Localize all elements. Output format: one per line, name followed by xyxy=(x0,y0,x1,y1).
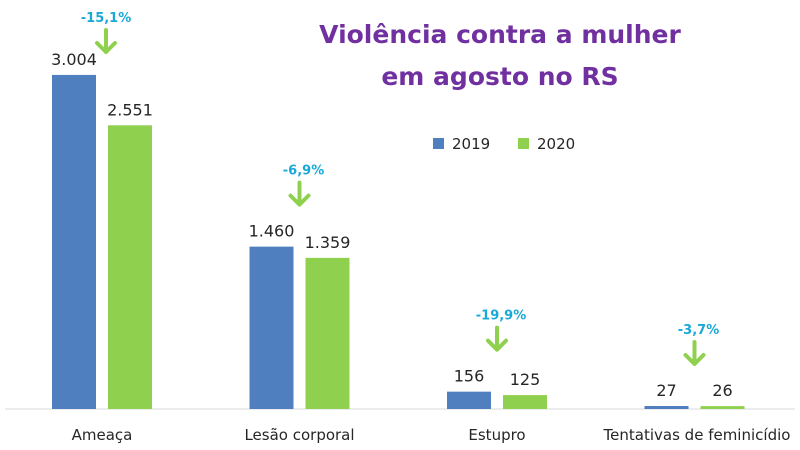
chart-title-line-2: em agosto no RS xyxy=(381,62,618,91)
value-label-2019-3: 156 xyxy=(454,367,485,386)
bar-2019-2 xyxy=(249,246,294,409)
down-arrow-icon xyxy=(288,180,311,207)
bar-2019-3 xyxy=(447,391,491,409)
change-label-2: -6,9% xyxy=(283,164,324,179)
down-arrow-icon xyxy=(683,339,706,366)
legend: 2019 2020 xyxy=(433,135,575,153)
value-label-2019-4: 27 xyxy=(656,381,676,400)
legend-swatch-2019 xyxy=(433,138,444,149)
change-label-4: -3,7% xyxy=(678,323,719,338)
bar-2020-1 xyxy=(108,125,152,409)
bar-2019-4 xyxy=(644,405,689,409)
change-label-3: -19,9% xyxy=(476,309,527,324)
change-label-1: -15,1% xyxy=(81,11,132,26)
chart-title-line-1: Violência contra a mulher xyxy=(319,20,681,49)
category-label-2: Lesão corporal xyxy=(244,426,354,444)
value-labels: 3.004 2.551 1.460 1.359 156 125 27 26 xyxy=(51,50,733,400)
category-label-4: Tentativas de feminicídio xyxy=(603,426,791,444)
bars xyxy=(52,74,745,409)
bar-2020-2 xyxy=(305,257,350,409)
bar-2020-4 xyxy=(700,406,745,409)
value-label-2019-2: 1.460 xyxy=(249,222,295,241)
down-arrow-icon xyxy=(486,325,508,352)
value-label-2020-3: 125 xyxy=(510,370,541,389)
category-labels: Ameaça Lesão corporal Estupro Tentativas de… xyxy=(72,426,791,444)
legend-label-2020: 2020 xyxy=(537,135,575,153)
down-arrow-icon xyxy=(95,28,117,54)
category-label-3: Estupro xyxy=(468,426,525,444)
category-label-1: Ameaça xyxy=(72,426,133,444)
bar-2020-3 xyxy=(503,395,547,409)
bar-2019-1 xyxy=(52,74,96,409)
value-label-2020-4: 26 xyxy=(712,381,732,400)
chart-title: Violência contra a mulher em agosto no R… xyxy=(319,20,681,91)
legend-swatch-2020 xyxy=(518,138,529,149)
value-label-2019-1: 3.004 xyxy=(51,50,97,69)
value-label-2020-1: 2.551 xyxy=(107,100,153,119)
legend-label-2019: 2019 xyxy=(452,135,490,153)
change-indicators: -15,1% -6,9% -19,9% -3,7% xyxy=(81,11,719,366)
value-label-2020-2: 1.359 xyxy=(305,233,351,252)
